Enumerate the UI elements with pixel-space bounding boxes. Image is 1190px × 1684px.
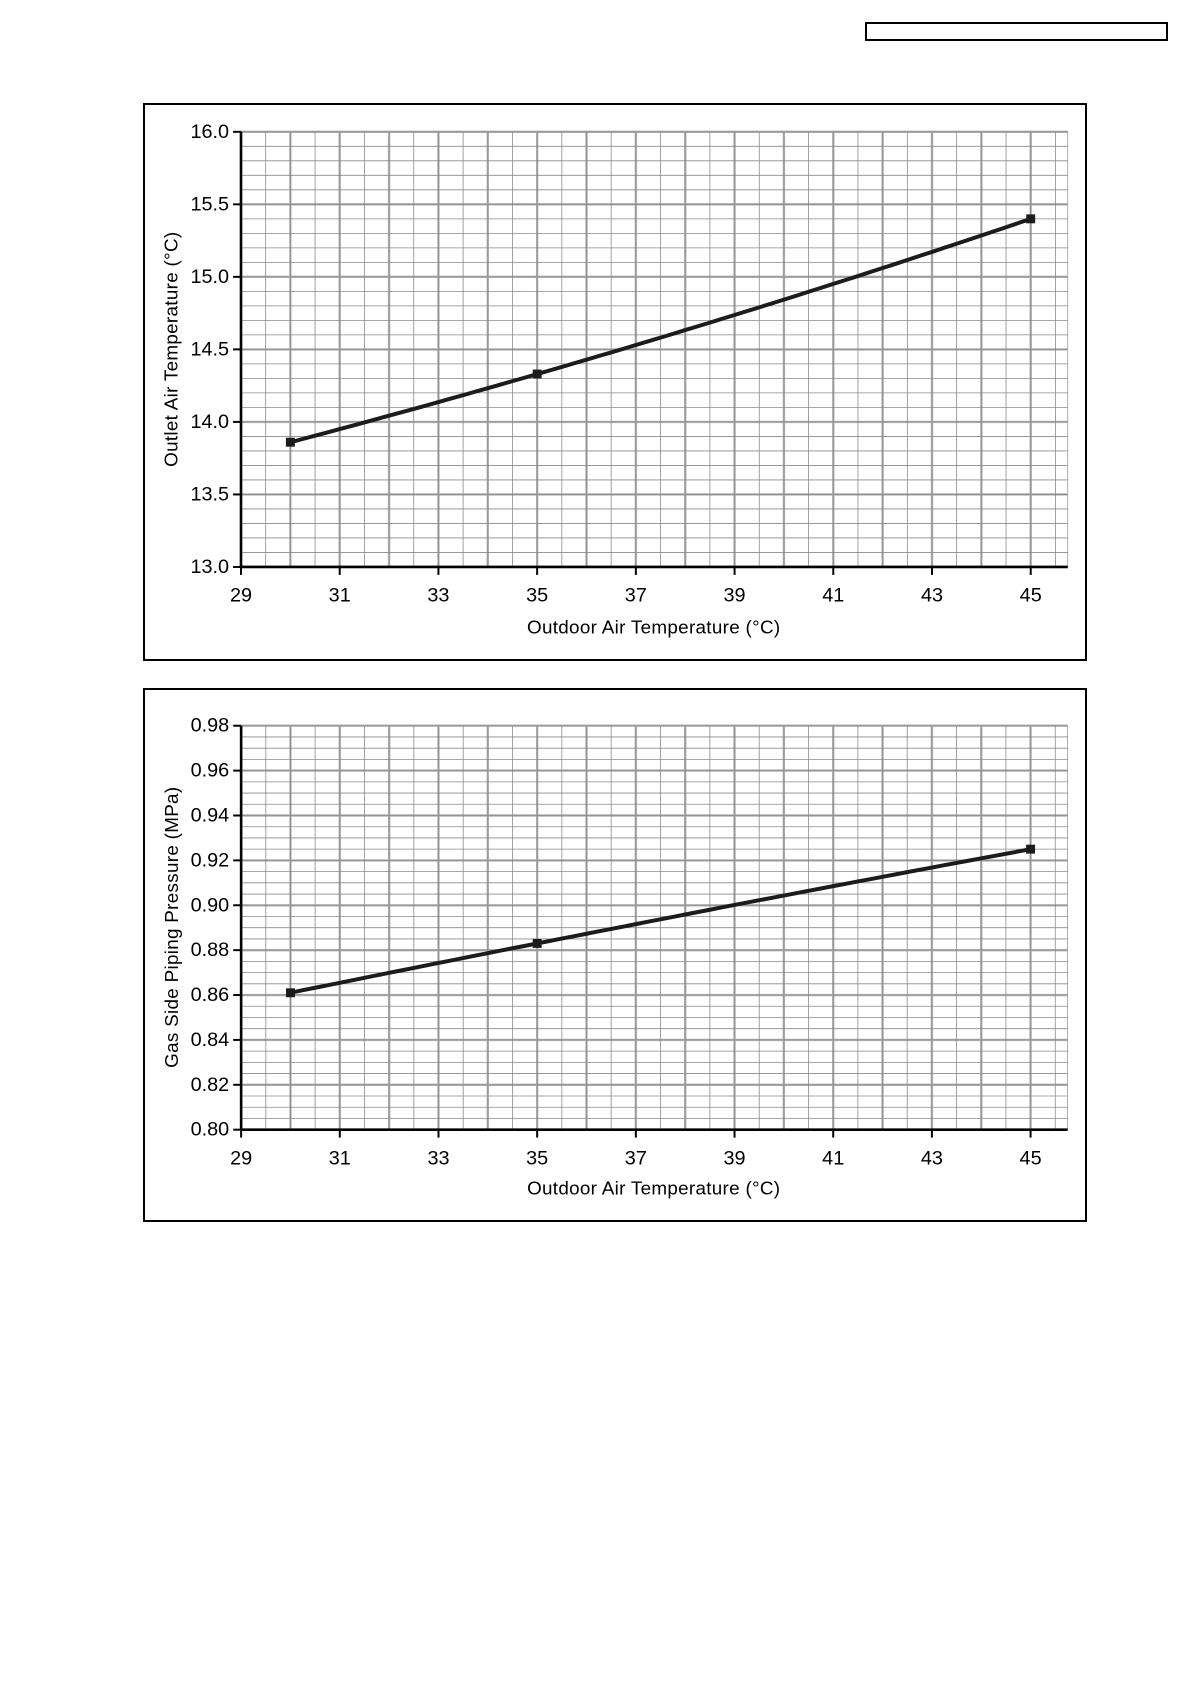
y-tick-label: 0.92 xyxy=(191,849,230,871)
chart-panel-gas-side-piping-pressure: 29 31 33 35 37 39 41 43 45 0.98 0.96 0.94 0.92 0.90 0.… xyxy=(143,688,1087,1222)
x-axis-title: Outdoor Air Temperature (°C) xyxy=(527,1178,780,1199)
gas-side-piping-pressure-chart: 29 31 33 35 37 39 41 43 45 0.98 0.96 0.94 0.92 0.90 0.… xyxy=(161,715,1068,1199)
y-tick-label: 0.82 xyxy=(191,1074,230,1096)
chart-panel-outlet-air-temperature: 29 31 33 35 37 39 41 43 45 16.0 15.5 15.0 14.5 14.0 13… xyxy=(143,103,1087,661)
y-tick-label: 0.96 xyxy=(191,760,230,782)
y-axis-title: Gas Side Piping Pressure (MPa) xyxy=(161,787,182,1068)
y-tick-label: 14.5 xyxy=(190,338,229,360)
data-point-marker xyxy=(1026,214,1036,224)
x-tick-label: 33 xyxy=(427,1147,449,1169)
x-tick-label: 39 xyxy=(723,1147,745,1169)
data-point-marker xyxy=(1026,844,1036,854)
data-point-marker xyxy=(532,369,542,379)
x-tick-label: 43 xyxy=(921,1147,943,1169)
y-tick-label: 14.0 xyxy=(190,411,229,433)
y-tick-label: 0.80 xyxy=(191,1119,230,1141)
x-tick-label: 43 xyxy=(921,584,943,606)
chart-layer: 29 31 33 35 37 39 41 43 45 16.0 15.5 15.0 14.5 14.0 13… xyxy=(190,121,1069,606)
x-axis-title: Outdoor Air Temperature (°C) xyxy=(527,617,780,638)
x-tick-label: 45 xyxy=(1020,1147,1042,1169)
x-tick-label: 33 xyxy=(427,584,449,606)
x-tick-label: 37 xyxy=(625,1147,647,1169)
x-tick-label: 41 xyxy=(822,1147,844,1169)
x-tick-label: 35 xyxy=(526,1147,548,1169)
data-point-marker xyxy=(285,988,295,998)
x-tick-label: 29 xyxy=(230,584,252,606)
y-tick-label: 0.88 xyxy=(191,939,230,961)
y-tick-label: 13.0 xyxy=(190,556,229,578)
y-tick-label: 0.86 xyxy=(191,984,230,1006)
chart-layer: 29 31 33 35 37 39 41 43 45 0.98 0.96 0.94 0.92 0.90 0.… xyxy=(191,715,1068,1169)
x-tick-label: 41 xyxy=(822,584,844,606)
data-point-marker xyxy=(285,437,295,447)
y-tick-label: 0.94 xyxy=(191,804,230,826)
y-tick-label: 0.98 xyxy=(191,715,230,737)
x-tick-label: 29 xyxy=(230,1147,252,1169)
x-tick-label: 37 xyxy=(625,584,647,606)
y-tick-label: 13.5 xyxy=(190,483,229,505)
x-tick-label: 31 xyxy=(329,1147,351,1169)
x-tick-label: 35 xyxy=(526,584,548,606)
header-title-box xyxy=(865,22,1168,41)
data-line xyxy=(288,847,1033,995)
x-tick-label: 45 xyxy=(1020,584,1042,606)
y-tick-label: 0.84 xyxy=(191,1029,230,1051)
outlet-air-temperature-chart: 29 31 33 35 37 39 41 43 45 16.0 15.5 15.0 14.5 14.0 13… xyxy=(161,121,1069,638)
y-tick-label: 0.90 xyxy=(191,894,230,916)
y-tick-label: 16.0 xyxy=(190,121,229,143)
y-tick-label: 15.0 xyxy=(190,266,229,288)
y-tick-label: 15.5 xyxy=(190,193,229,215)
x-tick-label: 31 xyxy=(329,584,351,606)
y-axis-title: Outlet Air Temperature (°C) xyxy=(161,232,182,467)
data-point-marker xyxy=(532,938,542,948)
data-line xyxy=(288,216,1033,445)
x-tick-label: 39 xyxy=(724,584,746,606)
